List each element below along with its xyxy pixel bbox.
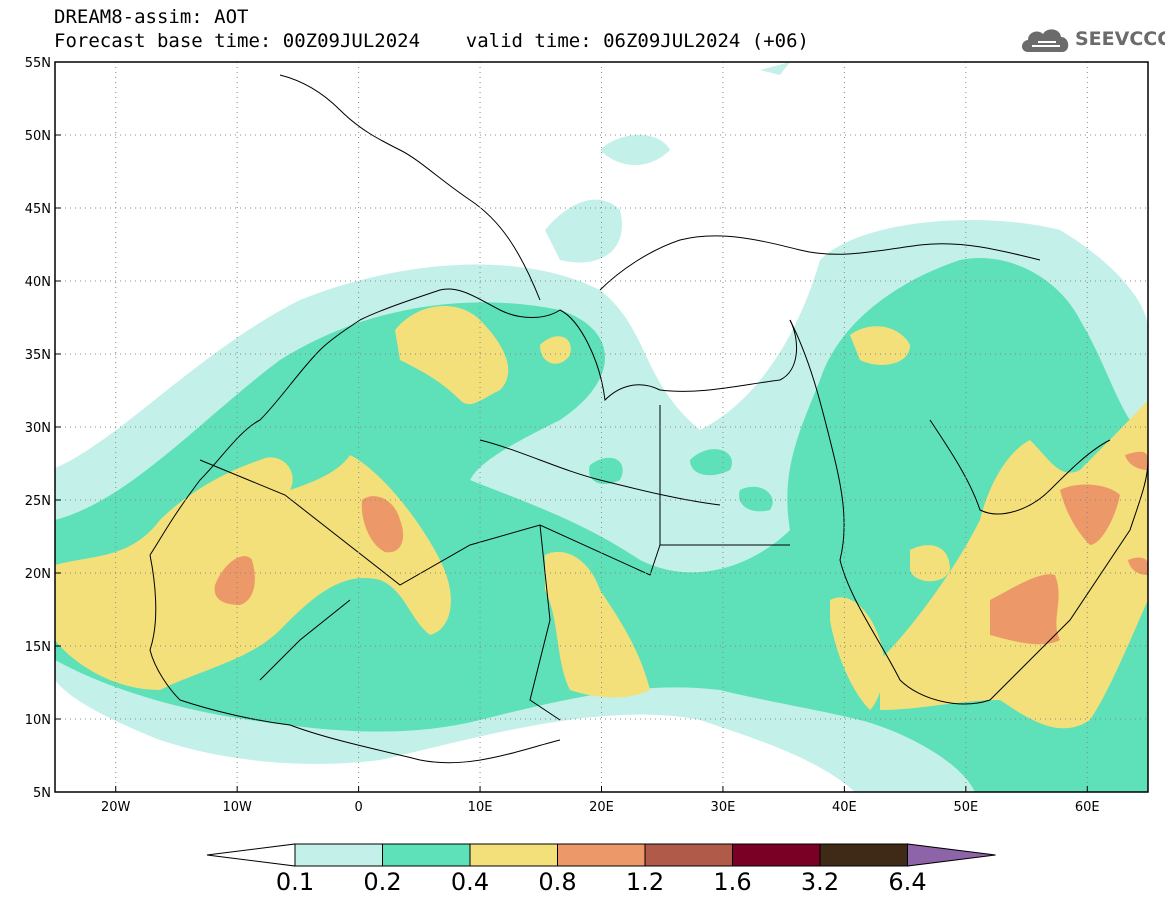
aot-field: [55, 62, 1148, 792]
lat-tick-label: 5N: [33, 786, 51, 801]
lat-tick-label: 45N: [25, 202, 51, 217]
colorbar-swatch: [382, 843, 471, 867]
colorbar-swatch: [294, 843, 383, 867]
lon-tick-label: 30E: [711, 800, 736, 815]
graticule: [55, 62, 1148, 792]
lon-tick-label: 20E: [589, 800, 614, 815]
lat-tick-label: 10N: [25, 713, 51, 728]
lon-tick-label: 10E: [468, 800, 493, 815]
cloud-icon: [1022, 29, 1069, 52]
colorbar-swatch: [557, 843, 646, 867]
colorbar-under-arrow: [206, 843, 296, 867]
seevccc-logo: SEEVCCC: [1018, 22, 1165, 58]
colorbar-label: 1.6: [713, 868, 752, 896]
lon-axis: 20W 10W 0 10E 20E 30E 40E 50E 60E: [101, 786, 1100, 815]
coastlines: [149, 74, 1148, 764]
lat-tick-label: 30N: [25, 421, 51, 436]
lon-tick-label: 20W: [101, 800, 131, 815]
aot-colorbar: [206, 843, 996, 867]
colorbar-label: 0.4: [450, 868, 490, 896]
lat-tick-label: 25N: [25, 494, 51, 509]
colorbar-label: 1.2: [625, 868, 665, 896]
colorbar-label: 0.1: [275, 868, 315, 896]
lon-tick-label: 50E: [953, 800, 978, 815]
lon-tick-label: 10W: [222, 800, 252, 815]
map-title: DREAM8-assim: AOT: [54, 6, 249, 28]
colorbar-swatch: [819, 843, 908, 867]
lon-tick-label: 60E: [1075, 800, 1100, 815]
lat-tick-label: 40N: [25, 275, 51, 290]
colorbar-label: 0.8: [538, 868, 577, 896]
lon-tick-label: 0: [354, 800, 362, 815]
lat-tick-label: 50N: [25, 129, 51, 144]
colorbar-label: 6.4: [888, 868, 927, 896]
lat-tick-label: 20N: [25, 567, 51, 582]
colorbar-label: 3.2: [800, 868, 840, 896]
colorbar-over-arrow: [907, 843, 996, 867]
lat-tick-label: 15N: [25, 640, 51, 655]
colorbar-label: 0.2: [363, 868, 402, 896]
colorbar-swatch: [644, 843, 733, 867]
lon-tick-label: 40E: [832, 800, 857, 815]
logo-text: SEEVCCC: [1075, 28, 1165, 50]
forecast-time-line: Forecast base time: 00Z09JUL2024 valid t…: [54, 30, 809, 52]
lat-tick-label: 35N: [25, 348, 51, 363]
colorbar-swatch: [732, 843, 821, 867]
lat-tick-label: 55N: [25, 56, 51, 71]
colorbar-swatch: [469, 843, 558, 867]
lat-axis: 55N 50N 45N 40N 35N 30N 25N 20N 15N 10N 5N: [25, 56, 61, 801]
